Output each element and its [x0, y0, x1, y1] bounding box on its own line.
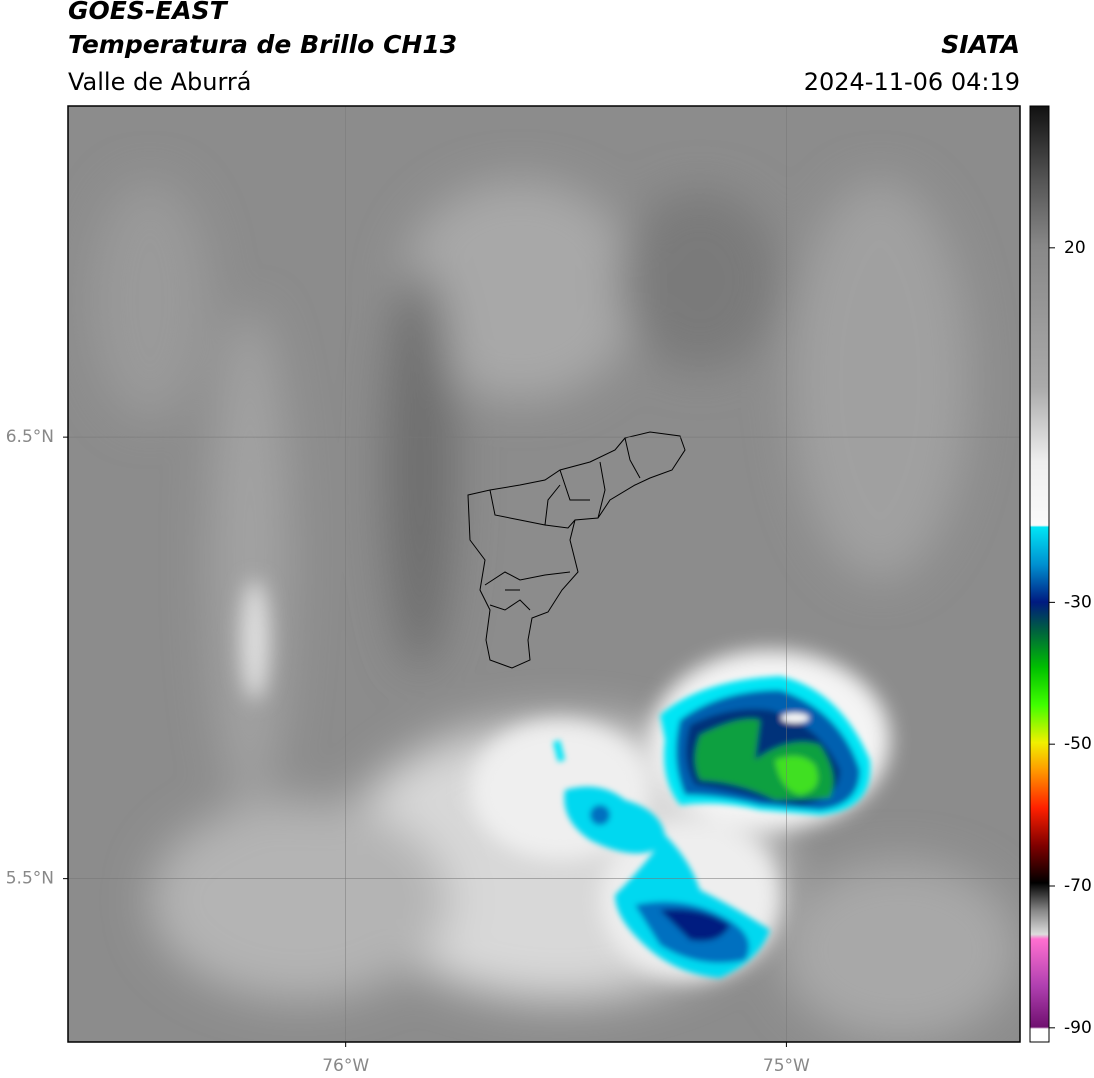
region: Valle de Aburrá	[68, 68, 252, 96]
y-tick-label: 5.5°N	[6, 869, 54, 889]
x-tick-label: 75°W	[763, 1056, 810, 1076]
source: SIATA	[941, 30, 1020, 59]
valley-boundary	[467, 431, 686, 669]
colorbar-tick-label: 20	[1064, 238, 1086, 258]
map-frame	[67, 105, 1021, 1043]
colorbar-tick-label: -90	[1064, 1018, 1092, 1038]
title: GOES-EAST	[68, 0, 229, 25]
colorbar-tick-label: -30	[1064, 592, 1092, 612]
x-tick-label: 76°W	[322, 1056, 369, 1076]
subtitle: Temperatura de Brillo CH13	[68, 30, 457, 59]
satellite-image	[68, 106, 1020, 1042]
y-tick-label: 6.5°N	[6, 427, 54, 447]
datetime: 2024-11-06 04:19	[804, 68, 1020, 96]
colorbar-tick-label: -50	[1064, 734, 1092, 754]
colorbar-tick-label: -70	[1064, 876, 1092, 896]
colorbar	[1029, 105, 1050, 1043]
